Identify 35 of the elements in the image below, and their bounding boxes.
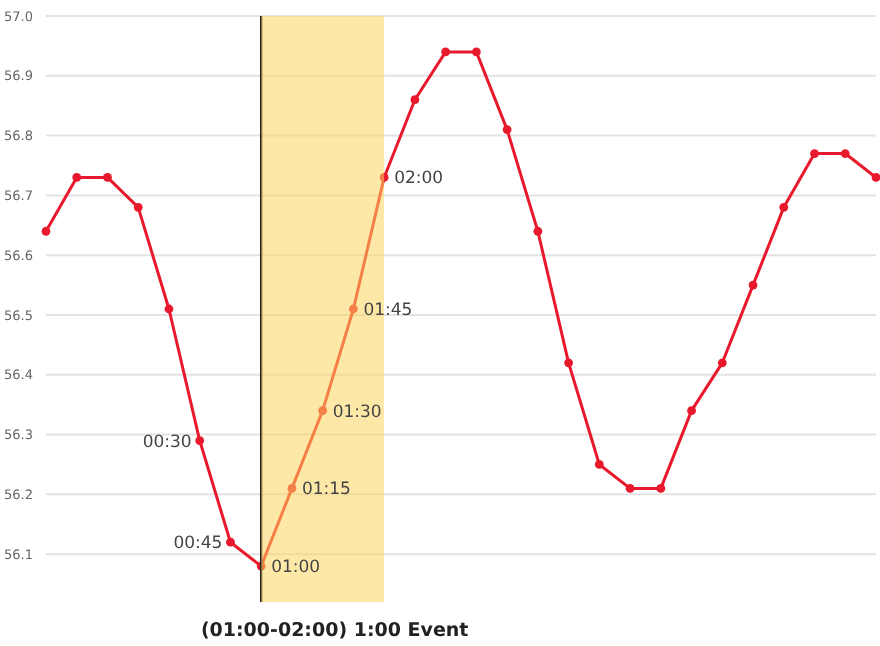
- point: [656, 483, 666, 493]
- point: [72, 173, 82, 182]
- point: [717, 358, 727, 368]
- point: [410, 95, 420, 105]
- point: [318, 406, 328, 416]
- point: [810, 149, 819, 158]
- point: [687, 406, 696, 416]
- annotation: 01:30: [332, 402, 382, 423]
- point: [164, 304, 174, 314]
- annotation: 01:00: [271, 558, 321, 579]
- point: [103, 173, 112, 182]
- point: [349, 304, 358, 314]
- point: [533, 226, 543, 236]
- point: [871, 173, 880, 182]
- point: [41, 226, 51, 236]
- point: [748, 280, 758, 290]
- point: [287, 483, 297, 493]
- point: [195, 436, 205, 445]
- point: [133, 202, 143, 212]
- point: [441, 47, 451, 57]
- text: (01:00-02:00) 1:00 Event: [200, 620, 470, 642]
- point: [564, 358, 573, 368]
- annotation: 01:45: [363, 300, 413, 321]
- point: [594, 460, 604, 469]
- annotation: 02:00: [394, 169, 444, 190]
- point: [502, 125, 512, 135]
- point: [779, 202, 789, 212]
- point: [379, 173, 389, 182]
- point: [471, 47, 481, 57]
- annotation: 00:45: [173, 534, 223, 555]
- annotation: 01:15: [301, 480, 351, 501]
- point: [840, 149, 850, 158]
- point: [625, 483, 635, 493]
- point: [226, 537, 235, 547]
- annotation: 00:30: [142, 432, 192, 453]
